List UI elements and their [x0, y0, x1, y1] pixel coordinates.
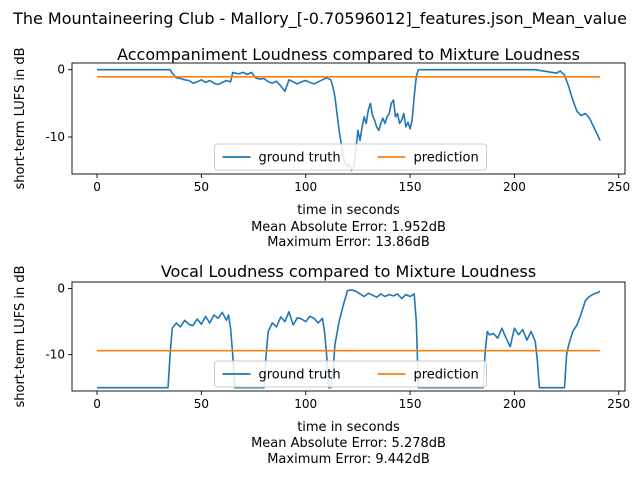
legend-box: [214, 360, 487, 388]
chart-title: Vocal Loudness compared to Mixture Loudn…: [161, 262, 536, 281]
mean-absolute-error-text: Mean Absolute Error: 5.278dB: [251, 436, 446, 451]
legend: ground truth prediction: [214, 143, 487, 171]
vocal-chart: Vocal Loudness compared to Mixture Loudn…: [13, 262, 630, 467]
legend: ground truth prediction: [214, 360, 487, 388]
x-tick-label: 200: [503, 397, 526, 411]
y-tick-label: -10: [45, 348, 65, 362]
legend-label: prediction: [414, 151, 479, 166]
x-tick-label: 50: [194, 180, 209, 194]
x-tick-label: 100: [294, 180, 317, 194]
legend-label: ground truth: [259, 151, 341, 166]
x-axis-label: time in seconds: [297, 420, 400, 435]
x-tick-label: 250: [607, 180, 630, 194]
x-axis-label: time in seconds: [297, 203, 400, 218]
chart-title: Accompaniment Loudness compared to Mixtu…: [117, 45, 580, 64]
y-tick-label: 0: [57, 282, 65, 296]
x-tick-label: 150: [399, 180, 422, 194]
y-tick-label: 0: [57, 63, 65, 77]
legend-label: prediction: [414, 368, 479, 383]
y-axis-label: short-term LUFS in dB: [13, 47, 28, 189]
x-tick-label: 0: [93, 397, 101, 411]
x-tick-label: 100: [294, 397, 317, 411]
ground-truth-line: [97, 289, 601, 389]
maximum-error-text: Maximum Error: 13.86dB: [267, 235, 430, 250]
legend-label: ground truth: [259, 368, 341, 383]
axes-frame: [71, 62, 626, 175]
x-tick-label: 50: [194, 397, 209, 411]
x-tick-label: 250: [607, 397, 630, 411]
x-tick-label: 150: [399, 397, 422, 411]
x-tick-label: 200: [503, 180, 526, 194]
legend-box: [214, 143, 487, 171]
accompaniment-chart: Accompaniment Loudness compared to Mixtu…: [13, 45, 630, 250]
axes-frame: [71, 281, 626, 392]
y-axis-label: short-term LUFS in dB: [13, 265, 28, 407]
figure-suptitle: The Mountaineering Club - Mallory_[-0.70…: [12, 9, 627, 29]
x-tick-label: 0: [93, 180, 101, 194]
maximum-error-text: Maximum Error: 9.442dB: [267, 452, 430, 467]
y-tick-label: -10: [45, 130, 65, 144]
series-group: [97, 289, 601, 389]
mean-absolute-error-text: Mean Absolute Error: 1.952dB: [251, 220, 446, 235]
